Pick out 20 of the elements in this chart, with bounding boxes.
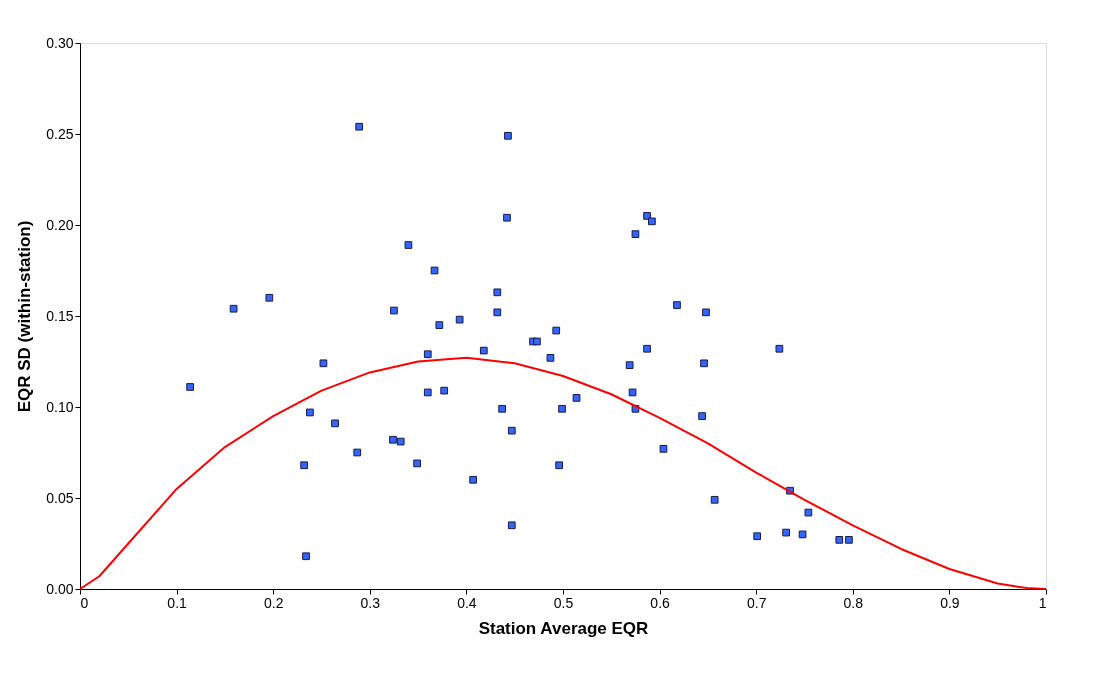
x-tick-label: 0.1 [167,594,188,611]
x-tick-label: 0.8 [843,594,864,611]
x-tick-label: 0.4 [457,594,477,611]
y-tick-label: 0.05 [46,489,74,506]
x-tick-label: 0.9 [940,594,960,611]
x-tick-label: 0.5 [553,594,574,611]
y-tick-label: 0.25 [46,125,74,142]
y-tick-label: 0.00 [46,580,74,597]
x-tick-label: 0.6 [650,594,671,611]
x-tick-label: 0.7 [746,594,767,611]
x-tick-label: 0 [80,594,89,611]
x-tick-label: 0.3 [360,594,381,611]
y-tick-label: 0.15 [46,307,74,324]
x-tick-label: 0.2 [263,594,284,611]
y-tick-label: 0.30 [46,34,74,51]
y-tick-label: 0.20 [46,216,74,233]
x-axis-title: Station Average EQR [478,618,649,638]
x-tick-label: 1 [1038,594,1047,611]
y-axis-title: EQR SD (within-station) [15,220,35,413]
y-tick-label: 0.10 [46,398,74,415]
